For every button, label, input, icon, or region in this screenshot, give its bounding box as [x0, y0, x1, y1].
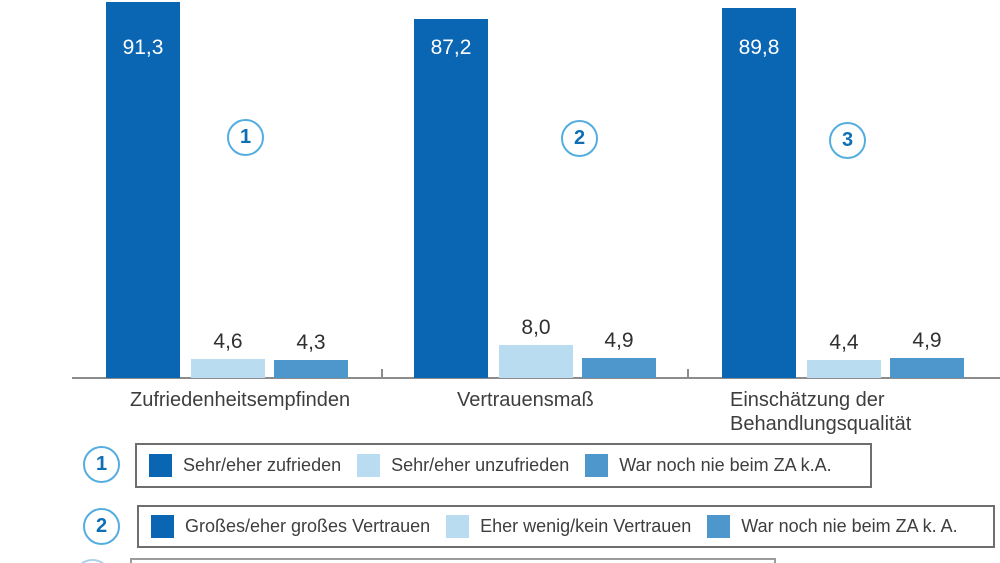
axis-tick-2: [687, 369, 689, 378]
legend-swatch: [151, 515, 174, 538]
legend-swatch: [707, 515, 731, 538]
bar-value-label-g3-negative: 4,4: [829, 331, 859, 354]
bar-g3-positive: [722, 8, 796, 378]
legend-box-3: [130, 558, 776, 563]
bar-value-label-g1-never-visited: 4,3: [296, 331, 326, 354]
bar-value-label-g3-never-visited: 4,9: [912, 329, 942, 352]
legend-1-item-2: Sehr/eher unzufrieden: [357, 454, 569, 477]
bar-g1-never-visited: [274, 360, 348, 378]
bar-value-label-g2-negative: 8,0: [521, 316, 551, 339]
group-marker-3: 3: [829, 122, 866, 159]
legend-2-item-2: Eher wenig/kein Vertrauen: [446, 515, 691, 538]
legend-label: War noch nie beim ZA k. A.: [741, 516, 958, 536]
legend-marker-2: 2: [83, 508, 120, 545]
legend-swatch: [446, 515, 470, 538]
category-label-1-line1: Zufriedenheitsempfinden: [130, 389, 351, 411]
bar-value-label-g1-negative: 4,6: [213, 330, 243, 353]
bar-g2-negative: [499, 345, 573, 378]
legend-label: Eher wenig/kein Vertrauen: [480, 516, 692, 536]
legend-2-item-1: Großes/eher großes Vertrauen: [151, 515, 430, 538]
bar-g3-never-visited: [890, 358, 964, 378]
legend-marker-3: [74, 559, 111, 563]
bar-value-label-g3-positive: 89,8: [738, 36, 780, 59]
legend-label: War noch nie beim ZA k.A.: [619, 455, 832, 475]
category-label-2-line1: Vertrauensmaß: [457, 389, 594, 411]
bar-value-label-g2-never-visited: 4,9: [604, 329, 634, 352]
category-label-3-line1: Einschätzung der: [730, 389, 885, 411]
group-marker-1: 1: [227, 119, 264, 156]
legend-1-item-3: War noch nie beim ZA k.A.: [585, 454, 832, 477]
legend-label: Sehr/eher unzufrieden: [391, 455, 570, 475]
bar-g3-negative: [807, 360, 881, 378]
legend-swatch: [585, 454, 609, 477]
category-label-3-line2: Behandlungsqualität: [730, 413, 912, 435]
legend-1-item-1: Sehr/eher zufrieden: [149, 454, 341, 477]
legend-label: Sehr/eher zufrieden: [183, 455, 342, 475]
group-marker-2: 2: [561, 120, 598, 157]
x-axis-line: [72, 377, 1000, 379]
bar-g2-positive: [414, 19, 488, 378]
legend-label: Großes/eher großes Vertrauen: [185, 516, 431, 536]
bar-g2-never-visited: [582, 358, 656, 378]
legend-box-1: Sehr/eher zufrieden Sehr/eher unzufrieden…: [135, 443, 872, 488]
legend-swatch: [357, 454, 381, 477]
bar-value-label-g2-positive: 87,2: [430, 36, 472, 59]
legend-swatch: [149, 454, 172, 477]
legend-box-2: Großes/eher großes Vertrauen Eher wenig/k…: [137, 505, 995, 548]
bar-g1-negative: [191, 359, 265, 378]
bar-value-label-g1-positive: 91,3: [122, 36, 164, 59]
legend-marker-1: 1: [83, 446, 120, 483]
bar-g1-positive: [106, 2, 180, 378]
axis-tick-1: [381, 369, 383, 378]
legend-2-item-3: War noch nie beim ZA k. A.: [707, 515, 958, 538]
